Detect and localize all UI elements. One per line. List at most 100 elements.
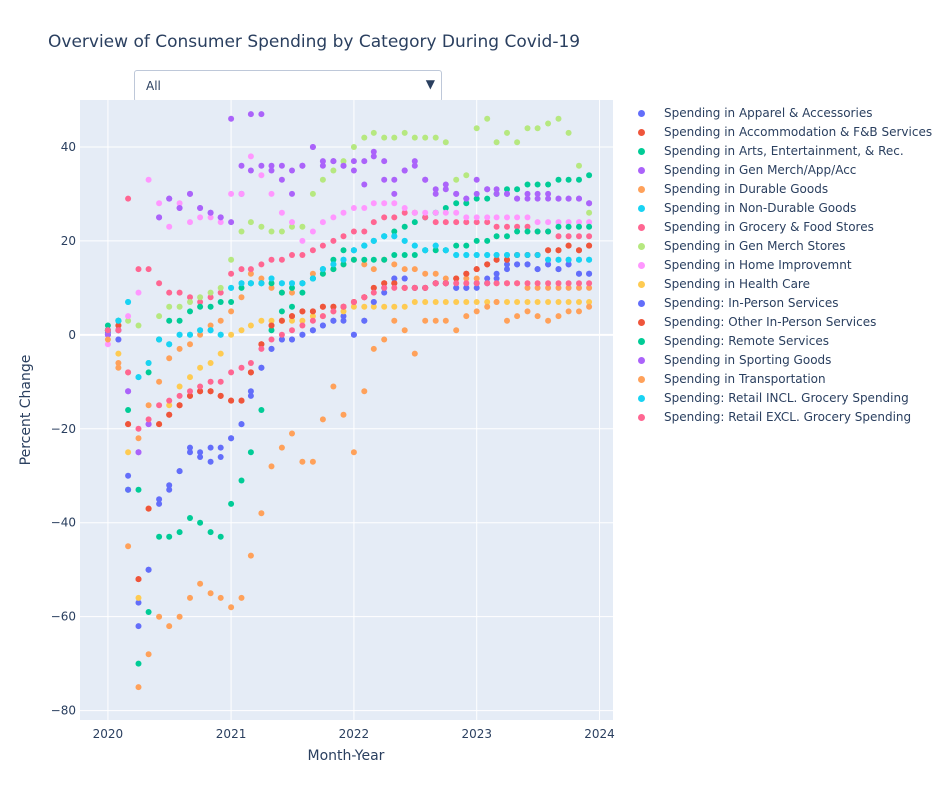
data-point[interactable]: [228, 604, 235, 611]
data-point[interactable]: [228, 190, 235, 197]
data-point[interactable]: [504, 261, 510, 268]
data-point[interactable]: [442, 139, 449, 146]
data-point[interactable]: [299, 458, 306, 465]
data-point[interactable]: [565, 280, 572, 287]
data-point[interactable]: [207, 529, 214, 536]
data-point[interactable]: [247, 552, 254, 559]
data-point[interactable]: [361, 303, 368, 310]
data-point[interactable]: [453, 252, 460, 258]
data-point[interactable]: [115, 327, 122, 334]
data-point[interactable]: [391, 214, 398, 221]
data-point[interactable]: [278, 289, 285, 296]
data-point[interactable]: [309, 308, 316, 315]
data-point[interactable]: [350, 144, 357, 150]
data-point[interactable]: [514, 228, 521, 235]
data-point[interactable]: [514, 252, 521, 258]
data-point[interactable]: [422, 176, 429, 183]
data-point[interactable]: [453, 299, 460, 305]
data-point[interactable]: [309, 144, 316, 150]
data-point[interactable]: [370, 256, 377, 263]
data-point[interactable]: [207, 322, 214, 329]
data-point[interactable]: [361, 388, 368, 395]
data-point[interactable]: [258, 407, 265, 413]
data-point[interactable]: [504, 299, 510, 305]
data-point[interactable]: [473, 284, 480, 291]
data-point[interactable]: [370, 289, 377, 296]
data-point[interactable]: [401, 303, 408, 310]
data-point[interactable]: [432, 299, 439, 305]
data-point[interactable]: [545, 219, 552, 226]
data-point[interactable]: [299, 308, 306, 315]
data-point[interactable]: [176, 317, 183, 324]
data-point[interactable]: [309, 458, 316, 465]
data-point[interactable]: [565, 261, 572, 268]
data-point[interactable]: [197, 327, 204, 334]
data-point[interactable]: [330, 256, 337, 263]
data-point[interactable]: [319, 176, 326, 183]
data-point[interactable]: [176, 529, 183, 536]
data-point[interactable]: [309, 190, 316, 197]
data-point[interactable]: [238, 477, 245, 484]
data-point[interactable]: [453, 275, 460, 282]
data-point[interactable]: [330, 266, 337, 273]
data-point[interactable]: [463, 214, 470, 221]
data-point[interactable]: [370, 284, 377, 291]
data-point[interactable]: [135, 449, 142, 456]
data-point[interactable]: [534, 313, 541, 320]
data-point[interactable]: [217, 444, 224, 451]
data-point[interactable]: [289, 303, 295, 310]
data-point[interactable]: [238, 327, 245, 334]
data-point[interactable]: [401, 167, 408, 174]
data-point[interactable]: [340, 317, 347, 324]
data-point[interactable]: [115, 360, 122, 366]
data-point[interactable]: [115, 317, 122, 324]
data-point[interactable]: [453, 200, 460, 207]
data-point[interactable]: [493, 252, 500, 258]
data-point[interactable]: [228, 435, 235, 442]
data-point[interactable]: [135, 576, 142, 583]
data-point[interactable]: [289, 219, 295, 226]
data-point[interactable]: [176, 200, 183, 207]
data-point[interactable]: [247, 369, 254, 376]
data-point[interactable]: [217, 392, 224, 399]
data-point[interactable]: [104, 327, 111, 334]
data-point[interactable]: [514, 299, 521, 305]
data-point[interactable]: [207, 294, 214, 301]
data-point[interactable]: [504, 233, 510, 240]
data-point[interactable]: [432, 190, 439, 197]
data-point[interactable]: [361, 181, 368, 188]
data-point[interactable]: [453, 190, 460, 197]
data-point[interactable]: [104, 336, 111, 343]
data-point[interactable]: [442, 275, 449, 282]
data-point[interactable]: [176, 383, 183, 390]
data-point[interactable]: [166, 402, 173, 409]
data-point[interactable]: [350, 299, 357, 305]
data-point[interactable]: [370, 299, 377, 305]
data-point[interactable]: [411, 299, 418, 305]
data-point[interactable]: [228, 397, 235, 404]
data-point[interactable]: [268, 162, 275, 169]
data-point[interactable]: [145, 369, 152, 376]
data-point[interactable]: [484, 280, 491, 287]
data-point[interactable]: [484, 299, 491, 305]
data-point[interactable]: [309, 275, 316, 282]
data-point[interactable]: [463, 280, 470, 287]
data-point[interactable]: [555, 115, 562, 122]
data-point[interactable]: [319, 266, 326, 273]
data-point[interactable]: [370, 303, 377, 310]
data-point[interactable]: [156, 214, 163, 221]
data-point[interactable]: [463, 172, 470, 179]
data-point[interactable]: [586, 242, 593, 249]
data-point[interactable]: [207, 378, 214, 385]
data-point[interactable]: [401, 237, 408, 244]
data-point[interactable]: [361, 256, 368, 263]
data-point[interactable]: [278, 209, 285, 216]
data-point[interactable]: [473, 176, 480, 183]
data-point[interactable]: [370, 153, 377, 160]
data-point[interactable]: [145, 266, 152, 273]
data-point[interactable]: [125, 543, 132, 550]
data-point[interactable]: [442, 209, 449, 216]
data-point[interactable]: [350, 167, 357, 174]
data-point[interactable]: [565, 223, 572, 230]
data-point[interactable]: [135, 599, 142, 606]
